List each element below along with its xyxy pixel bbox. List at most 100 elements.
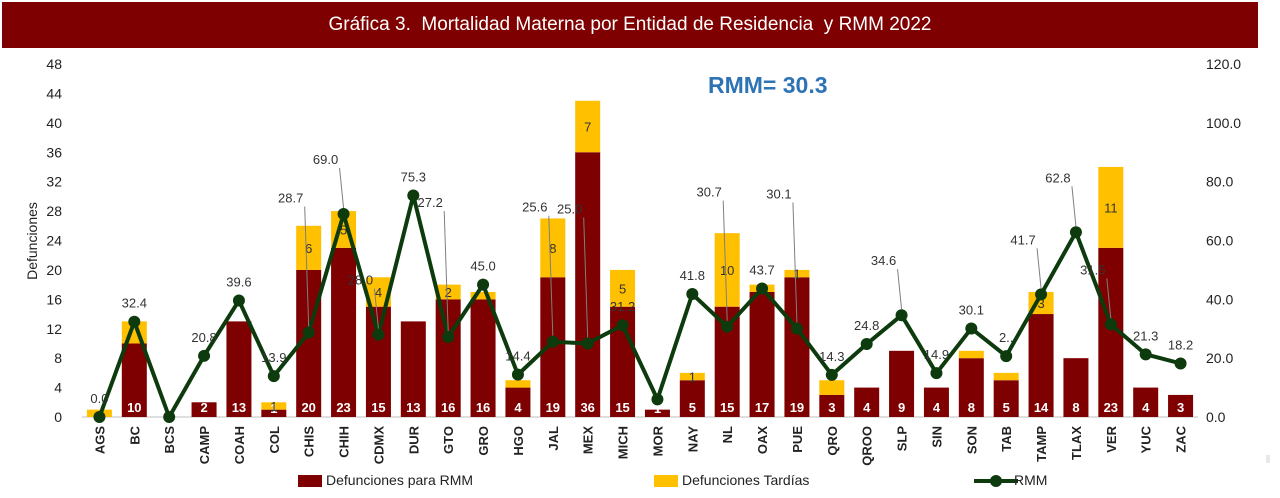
bar-defunciones-tardias	[575, 100, 601, 153]
y-tick-label: 0	[54, 409, 62, 425]
x-tick-label: PUE	[790, 426, 805, 453]
rmm-label: 39.6	[226, 275, 251, 290]
bar-label-rmm: 15	[615, 400, 629, 415]
y-tick-label: 4	[54, 380, 62, 396]
bar-defunciones-rmm	[331, 247, 357, 417]
rmm-label: 62.8	[1045, 170, 1070, 185]
rmm-point	[860, 338, 873, 351]
y-tick-label: 20	[46, 262, 62, 278]
chart-title-bar: Gráfica 3. Mortalidad Materna por Entida…	[2, 2, 1258, 48]
rmm-point	[651, 393, 664, 406]
x-tick-label: MOR	[650, 425, 665, 456]
bar-defunciones-rmm	[923, 387, 949, 417]
bar-label-rmm: 19	[790, 400, 804, 415]
rmm-label: 30.1	[959, 302, 984, 317]
rmm-point	[1104, 318, 1117, 331]
y2-tick-label: 40.0	[1206, 291, 1233, 307]
bar-label-rmm: 16	[441, 400, 455, 415]
x-tick-label: GTO	[441, 426, 456, 454]
rmm-point	[546, 335, 559, 348]
bar-label-rmm: 3	[1177, 400, 1184, 415]
legend-label-rmm: Defunciones para RMM	[326, 472, 473, 488]
bar-defunciones-rmm	[958, 358, 984, 417]
rmm-point	[232, 294, 245, 307]
bar-label-rmm: 36	[580, 400, 594, 415]
bar-label-tardias: 8	[549, 241, 556, 256]
rmm-point	[511, 368, 524, 381]
rmm-label: 41.8	[680, 268, 705, 283]
bar-label-tardias: 1	[689, 370, 696, 385]
x-tick-label: ZAC	[1174, 425, 1189, 452]
bar-label-rmm: 15	[371, 400, 385, 415]
bar-label-tardias: 10	[720, 263, 734, 278]
x-tick-label: HGO	[511, 426, 526, 456]
x-tick-label: AGS	[92, 426, 107, 455]
rmm-point	[1000, 350, 1013, 363]
x-tick-label: GRO	[476, 426, 491, 456]
y2-tick-label: 20.0	[1206, 350, 1233, 366]
rmm-point	[756, 282, 769, 295]
edge-mark	[1266, 455, 1270, 463]
x-tick-label: MEX	[581, 426, 596, 455]
y-tick-label: 8	[54, 350, 62, 366]
rmm-label: 31.5	[1080, 262, 1105, 277]
rmm-leader-line	[722, 200, 728, 321]
rmm-label: 2..	[999, 330, 1013, 345]
x-tick-label: COAH	[232, 426, 247, 464]
bar-defunciones-rmm	[191, 402, 217, 417]
y-tick-label: 44	[46, 85, 62, 101]
rmm-label: 69.0	[313, 152, 338, 167]
bar-label-rmm: 4	[933, 400, 941, 415]
bar-defunciones-rmm	[1133, 387, 1159, 417]
rmm-label: 25.6	[522, 200, 547, 215]
y-tick-label: 48	[46, 56, 62, 72]
bar-defunciones-rmm	[819, 394, 845, 417]
y-tick-label: 24	[46, 233, 62, 249]
rmm-point	[163, 411, 176, 423]
rmm-point	[721, 320, 734, 333]
y2-tick-label: 0.0	[1206, 409, 1226, 425]
rmm-leader-line	[548, 215, 554, 336]
bar-label-rmm: 9	[898, 400, 905, 415]
legend-label-tardias: Defunciones Tardías	[682, 472, 809, 488]
rmm-label: 43.7	[749, 262, 774, 277]
rmm-point	[267, 370, 280, 383]
bar-defunciones-rmm	[993, 380, 1019, 417]
bar-label-rmm: 5	[689, 400, 696, 415]
bar-defunciones-rmm	[226, 321, 252, 417]
rmm-label: 75.3	[401, 169, 426, 184]
bar-defunciones-tardias	[784, 269, 810, 278]
legend-marker-rmm	[990, 475, 1002, 487]
rmm-label: 20.8	[191, 330, 216, 345]
x-tick-label: TAB	[999, 426, 1014, 452]
rmm-point	[825, 368, 838, 381]
bar-label-rmm: 13	[406, 400, 420, 415]
bar-label-rmm: 10	[127, 400, 141, 415]
rmm-point	[895, 309, 908, 322]
bar-defunciones-rmm	[505, 387, 531, 417]
rmm-label: 31.2	[610, 299, 635, 314]
rmm-leader-line	[373, 288, 379, 329]
bar-defunciones-tardias	[1098, 166, 1124, 248]
x-tick-label: SLP	[895, 426, 910, 452]
legend-swatch-tardias	[654, 475, 678, 487]
bar-label-rmm: 8	[968, 400, 975, 415]
bar-defunciones-rmm	[575, 152, 601, 417]
rmm-point	[442, 330, 455, 343]
rmm-leader-line	[1106, 278, 1112, 319]
x-tick-label: SON	[964, 426, 979, 454]
rmm-point	[790, 322, 803, 335]
rmm-point	[965, 322, 978, 335]
bar-label-tardias: 1	[270, 399, 277, 414]
y-tick-label: 32	[46, 174, 62, 190]
x-tick-label: COL	[267, 426, 282, 454]
rmm-label: 45.0	[470, 259, 495, 274]
bar-defunciones-tardias	[261, 402, 287, 410]
y2-tick-label: 120.0	[1206, 56, 1241, 72]
x-tick-label: NAY	[685, 426, 700, 453]
x-tick-label: NL	[720, 426, 735, 443]
rmm-label: 30.7	[697, 185, 722, 200]
legend-label-rmm-line: RMM	[1014, 472, 1047, 488]
bar-label-rmm: 23	[336, 400, 350, 415]
